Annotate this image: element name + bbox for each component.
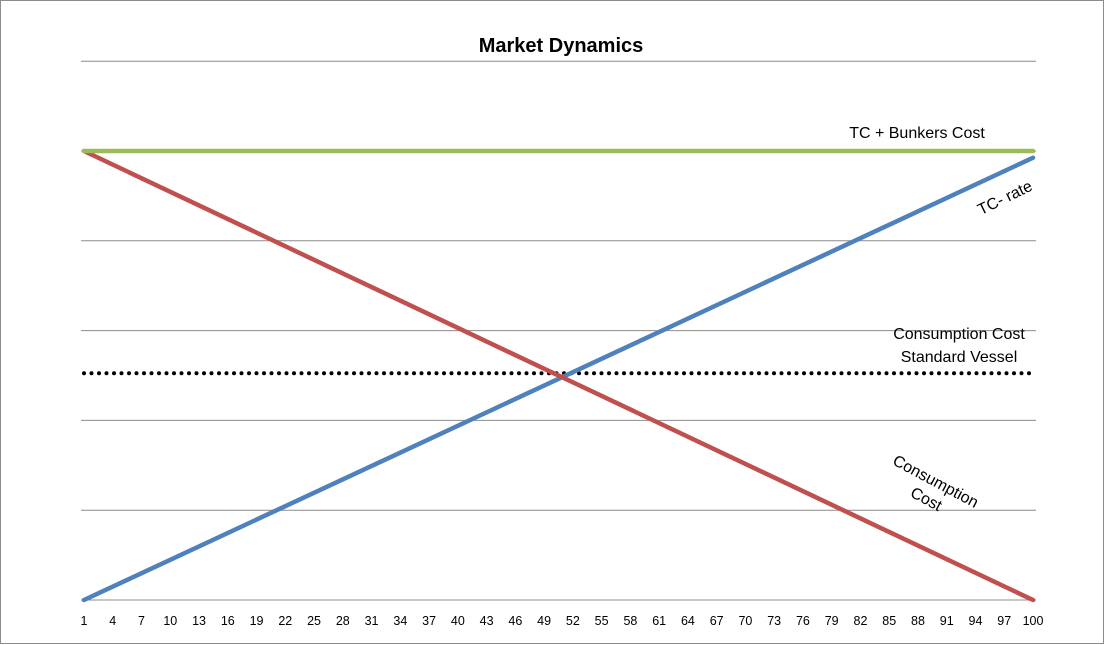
x-tick-label: 97	[997, 614, 1011, 628]
x-tick-label: 64	[681, 614, 695, 628]
x-tick-label: 28	[336, 614, 350, 628]
annotation-tc-rate: TC- rate	[975, 178, 1035, 219]
x-tick-label: 31	[365, 614, 379, 628]
x-tick-label: 1	[81, 614, 88, 628]
x-tick-label: 16	[221, 614, 235, 628]
annotation-consumption-cost: Consumption Cost	[890, 452, 981, 515]
series-line-tc-rate	[81, 155, 1036, 603]
x-tick-label: 100	[1023, 614, 1044, 628]
x-tick-label: 94	[969, 614, 983, 628]
x-tick-label: 7	[138, 614, 145, 628]
series-line-consumption-cost	[81, 148, 1036, 603]
x-tick-label: 46	[508, 614, 522, 628]
chart-title: Market Dynamics	[479, 35, 644, 57]
x-tick-label: 52	[566, 614, 580, 628]
annotation-consumption-standard-line2: Standard Vessel	[901, 349, 1018, 366]
x-tick-label: 4	[109, 614, 116, 628]
x-tick-label: 13	[192, 614, 206, 628]
x-tick-label: 49	[537, 614, 551, 628]
x-tick-label: 67	[710, 614, 724, 628]
x-tick-label: 10	[163, 614, 177, 628]
annotation-consumption-standard-line1: Consumption Cost	[893, 326, 1025, 343]
x-tick-label: 19	[250, 614, 264, 628]
x-tick-label: 70	[738, 614, 752, 628]
x-tick-label: 25	[307, 614, 321, 628]
x-axis-ticks: 1 4 7 10 13 16 19 22 25 28 31 34 37 40 43 46 49 52 55 58 61 6…	[81, 614, 1044, 628]
x-tick-label: 43	[480, 614, 494, 628]
x-tick-label: 58	[623, 614, 637, 628]
x-tick-label: 37	[422, 614, 436, 628]
x-tick-label: 79	[825, 614, 839, 628]
x-tick-label: 34	[393, 614, 407, 628]
x-tick-label: 91	[940, 614, 954, 628]
x-tick-label: 82	[854, 614, 868, 628]
x-tick-label: 76	[796, 614, 810, 628]
x-tick-label: 73	[767, 614, 781, 628]
x-tick-label: 61	[652, 614, 666, 628]
x-tick-label: 40	[451, 614, 465, 628]
x-tick-label: 55	[595, 614, 609, 628]
x-tick-label: 88	[911, 614, 925, 628]
series-lines	[81, 148, 1036, 603]
x-tick-label: 85	[882, 614, 896, 628]
x-tick-label: 22	[278, 614, 292, 628]
annotation-tc-bunkers: TC + Bunkers Cost	[849, 125, 985, 142]
